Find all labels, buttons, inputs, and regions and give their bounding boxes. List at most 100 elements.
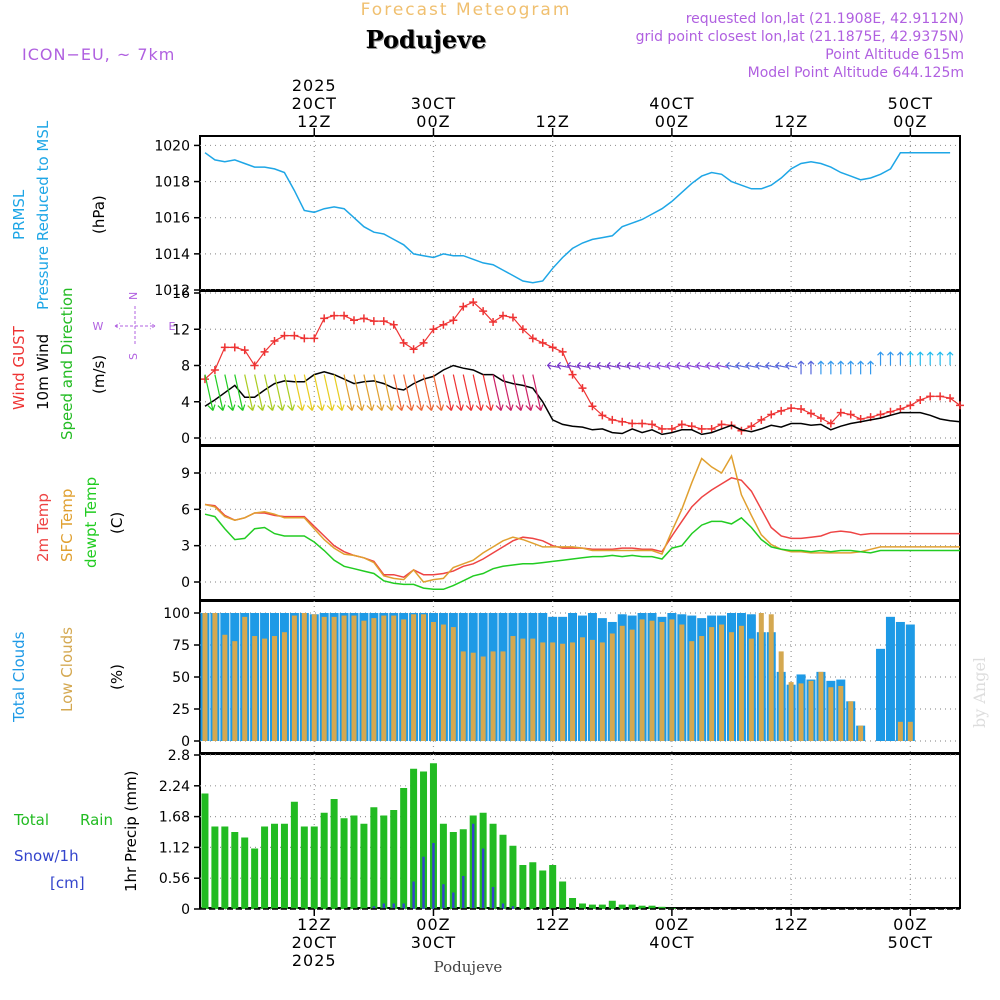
wind-direction-arrow [887,351,894,366]
low-cloud-bar [748,638,754,741]
bottom-time-label: 2025 [292,951,337,970]
wind-direction-arrow [556,361,569,370]
low-cloud-bar [371,618,377,741]
low-cloud-bar [321,616,327,741]
snow-bar [422,856,425,909]
wind-direction-arrow [472,374,484,411]
low-cloud-bar [262,638,268,741]
low-cloud-bar [758,613,764,741]
top-time-label: 12Z [536,112,570,131]
gust-marker [667,424,676,433]
pressure-ytick-label: 1012 [154,283,190,299]
gust-marker [409,345,418,354]
bottom-time-label: 12Z [774,915,808,934]
gust-marker [707,424,716,433]
snow-bar [501,903,505,909]
rain-bar [251,848,259,909]
wind-direction-arrow [532,374,544,411]
wind-direction-arrow [512,374,524,411]
wind-direction-arrow [837,360,845,375]
rain-bar [231,832,239,909]
low-cloud-bar [629,629,635,741]
snow-bar [481,848,485,909]
rain-bar [390,810,398,909]
gust-marker [330,311,339,320]
temp-2m-label: 2m Temp [34,493,52,562]
wind-direction-arrow [522,374,534,411]
wind-direction-arrow [896,351,904,366]
wind-direction-arrow [666,361,679,370]
gust-marker [846,410,855,419]
gust-marker [280,331,289,340]
low-cloud-bar [738,625,744,741]
low-cloud-bar [808,680,814,741]
temp-sfc-label: SFC Temp [58,489,76,562]
low-cloud-bar [351,615,357,741]
low-cloud-bar [520,638,526,741]
wind-ytick-label: 16 [172,286,190,302]
wind-direction-arrow [735,361,748,370]
rain-bar [618,904,626,909]
wind-direction-arrow [343,374,355,411]
wind-direction-arrow [383,374,395,411]
precip-ytick-label: 1.12 [159,840,190,856]
rain-bar [400,788,408,909]
wind-direction-arrow [616,361,629,370]
gust-marker [956,401,964,410]
low-cloud-bar [699,636,705,741]
low-cloud-bar [460,651,466,741]
gust-marker [399,338,408,347]
gust-marker [657,424,666,433]
top-time-label: 00Z [893,112,927,131]
low-cloud-bar [788,682,794,741]
wind-direction-arrow [906,351,914,366]
wind-direction-arrow [877,351,884,366]
gust-marker [459,302,468,311]
wind-direction-arrow [293,374,305,411]
rain-bar [340,818,348,909]
gust-marker [777,406,786,415]
rain-bar [360,823,368,909]
gust-marker [419,338,428,347]
low-cloud-bar [649,620,655,741]
low-cloud-bar [411,614,417,741]
rain-bar [539,870,547,909]
rain-bar [598,904,606,909]
top-time-label: 00Z [416,112,450,131]
rain-bar [310,826,318,909]
wind-ytick-label: 8 [181,359,190,375]
wind-direction-arrow [492,374,504,411]
wind-direction-arrow [916,351,924,366]
top-time-label: 20CT [292,94,337,113]
gust-marker [220,343,229,352]
low-cloud-bar [709,627,715,741]
gust-marker [926,392,935,401]
low-cloud-bar [490,651,496,741]
low-cloud-bar [450,627,456,741]
low-cloud-bar [778,651,784,741]
total-cloud-bar [876,648,886,741]
pressure-unit: (hPa) [90,195,108,234]
gust-marker [816,414,825,423]
gust-marker [906,401,915,410]
compass-n: N [127,292,140,300]
gust-marker [320,314,329,323]
gust-marker [349,316,358,325]
pressure-label: Pressure Reduced to MSL [34,120,52,310]
temp-unit: (C) [108,512,126,534]
low-cloud-bar [202,613,208,741]
gust-marker [310,334,319,343]
low-cloud-bar [907,721,913,741]
watermark: by Angel [970,657,989,728]
wind-direction-arrow [867,360,875,375]
low-cloud-bar [242,616,248,741]
rain-bar [439,823,447,909]
low-cloud-bar [341,615,347,741]
snow-label: Snow/1h [14,847,79,865]
pressure-ytick-label: 1018 [154,175,190,191]
wind-direction-arrow [807,360,815,375]
gust-marker [936,392,945,401]
pressure-ytick-label: 1014 [154,247,190,263]
